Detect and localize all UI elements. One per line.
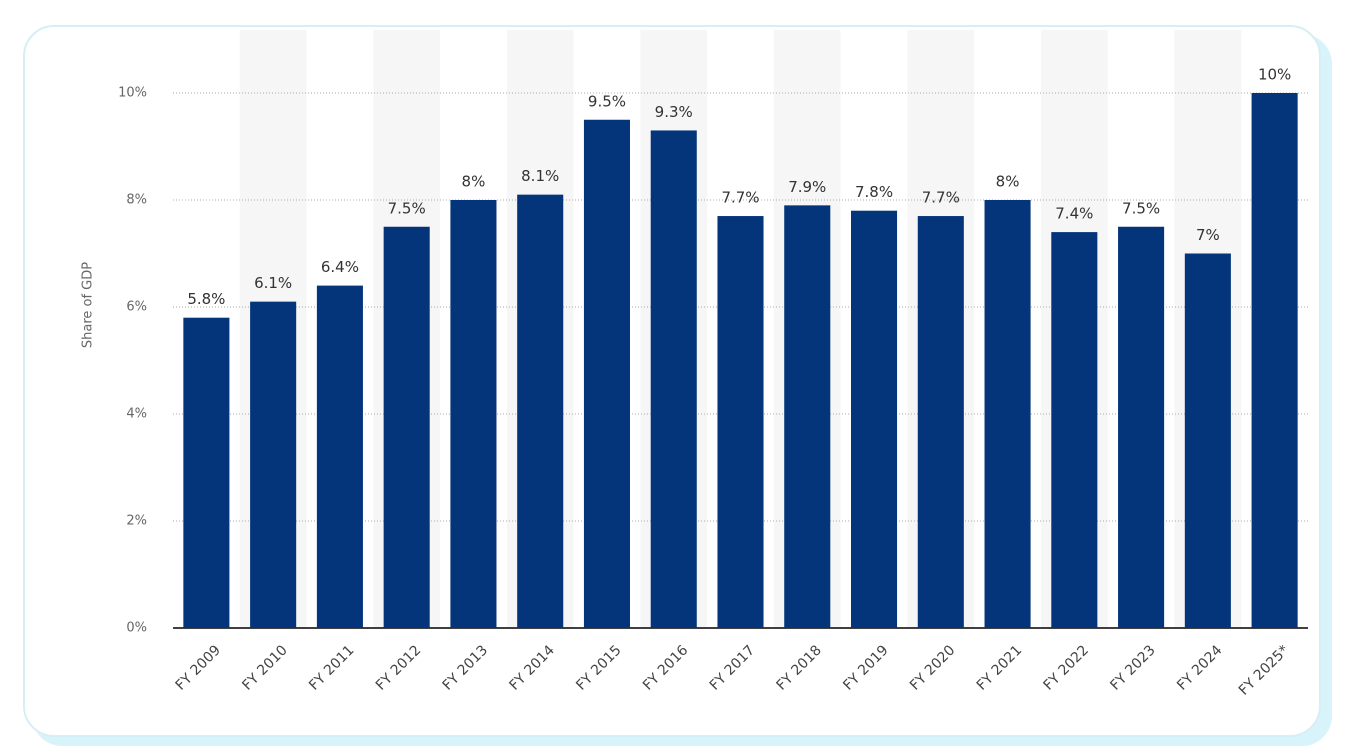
value-label: 9.5%: [588, 92, 626, 110]
y-tick-label: 4%: [126, 407, 147, 422]
bar: [717, 216, 764, 629]
bar: [984, 200, 1031, 628]
bar: [850, 210, 898, 628]
bar: [650, 130, 697, 628]
bar: [316, 285, 363, 628]
bar: [517, 194, 564, 628]
value-label: 8%: [996, 173, 1020, 191]
y-tick-label: 8%: [126, 193, 147, 208]
bar: [1118, 226, 1165, 628]
y-tick-label: 6%: [126, 300, 147, 315]
bar: [1051, 232, 1098, 628]
bar: [583, 119, 631, 628]
value-label: 7.4%: [1055, 205, 1093, 223]
value-label: 7%: [1196, 226, 1220, 244]
bar: [183, 317, 230, 628]
bar: [450, 200, 497, 628]
value-label: 9.3%: [655, 103, 693, 121]
value-label: 10%: [1258, 66, 1291, 84]
value-label: 6.1%: [254, 274, 292, 292]
value-label: 7.9%: [788, 178, 826, 196]
y-tick-label: 2%: [126, 514, 147, 529]
bar: [917, 216, 964, 629]
value-label: 8.1%: [521, 167, 559, 185]
value-label: 7.8%: [855, 183, 893, 201]
value-label: 7.5%: [388, 199, 426, 217]
value-label: 5.8%: [187, 290, 225, 308]
value-label: 6.4%: [321, 258, 359, 276]
y-axis-label: Share of GDP: [81, 262, 96, 348]
bar: [250, 301, 297, 628]
bar: [1184, 253, 1231, 628]
bar: [383, 226, 430, 628]
bar: [1251, 93, 1298, 628]
value-label: 8%: [462, 173, 486, 191]
y-tick-label: 0%: [126, 621, 147, 636]
value-label: 7.5%: [1122, 199, 1160, 217]
value-label: 7.7%: [721, 189, 759, 207]
y-tick-label: 10%: [118, 86, 147, 101]
bar: [784, 205, 831, 628]
value-label: 7.7%: [922, 189, 960, 207]
